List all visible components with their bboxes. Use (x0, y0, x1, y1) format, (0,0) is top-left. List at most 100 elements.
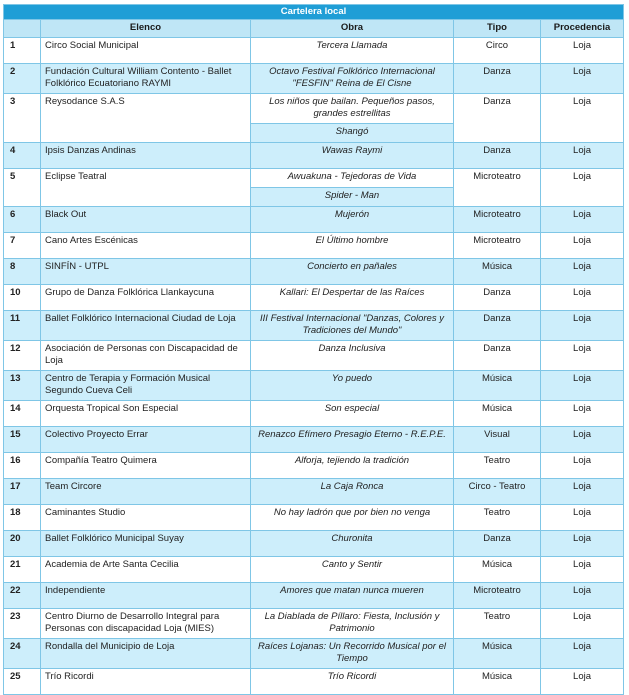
row-number: 8 (3, 258, 41, 285)
tipo-cell: Danza (453, 340, 541, 371)
obra-cell: Awuakuna - Tejedoras de Vida Spider - Man (250, 168, 454, 207)
obra-title: Mujerón (251, 207, 453, 225)
elenco-cell: Independiente (40, 582, 251, 609)
obra-title: Raíces Lojanas: Un Recorrido Musical por… (251, 639, 453, 668)
elenco-cell: Colectivo Proyecto Errar (40, 426, 251, 453)
tipo-cell: Teatro (453, 504, 541, 531)
obra-cell: El Último hombre (250, 232, 454, 259)
obra-title: Shangó (251, 123, 453, 142)
table-row: 3 Reysodance S.A.S Los niños que bailan. P… (3, 93, 625, 143)
procedencia-cell: Loja (539, 556, 625, 583)
row-number: 25 (3, 668, 41, 695)
table-row: 18 Caminantes Studio No hay ladrón que por… (3, 504, 625, 531)
elenco-cell: Centro de Terapia y Formación Musical Se… (40, 370, 251, 401)
row-number: 24 (3, 638, 41, 669)
table-row: 11 Ballet Folklórico Internacional Ciudad… (3, 310, 625, 341)
tipo-cell: Teatro (453, 608, 541, 639)
table-row: 6 Black Out Mujerón Microteatro Loja (3, 206, 625, 233)
obra-title: Trío Ricordi (251, 669, 453, 687)
row-number: 20 (3, 530, 41, 557)
row-number: 17 (3, 478, 41, 505)
procedencia-cell: Loja (539, 426, 625, 453)
obra-title: Concierto en pañales (251, 259, 453, 277)
tipo-cell: Música (453, 668, 541, 695)
row-number: 5 (3, 168, 41, 207)
elenco-cell: Centro Diurno de Desarrollo Integral par… (40, 608, 251, 639)
obra-title: No hay ladrón que por bien no venga (251, 505, 453, 523)
obra-cell: Renazco Efímero Presagio Eterno - R.E.P.… (250, 426, 454, 453)
obra-cell: Los niños que bailan. Pequeños pasos, gr… (250, 93, 454, 143)
procedencia-cell: Loja (539, 63, 625, 94)
obra-title: Tercera Llamada (251, 38, 453, 56)
tipo-cell: Danza (453, 284, 541, 311)
obra-title: Kallari: El Despertar de las Raíces (251, 285, 453, 303)
row-number: 21 (3, 556, 41, 583)
tipo-cell: Microteatro (453, 582, 541, 609)
obra-title: Amores que matan nunca mueren (251, 583, 453, 601)
tipo-cell: Circo - Teatro (453, 478, 541, 505)
obra-cell: Amores que matan nunca mueren (250, 582, 454, 609)
row-number: 13 (3, 370, 41, 401)
elenco-cell: Black Out (40, 206, 251, 233)
elenco-cell: Circo Social Municipal (40, 37, 251, 64)
row-number: 3 (3, 93, 41, 143)
obra-title: Churonita (251, 531, 453, 549)
tipo-cell: Microteatro (453, 168, 541, 207)
obra-cell: Churonita (250, 530, 454, 557)
obra-title: Los niños que bailan. Pequeños pasos, gr… (251, 94, 453, 123)
procedencia-cell: Loja (539, 582, 625, 609)
procedencia-cell: Loja (539, 310, 625, 341)
table-row: 5 Eclipse Teatral Awuakuna - Tejedoras de … (3, 168, 625, 207)
obra-title: III Festival Internacional "Danzas, Colo… (251, 311, 453, 340)
elenco-cell: Ballet Folklórico Municipal Suyay (40, 530, 251, 557)
procedencia-cell: Loja (539, 284, 625, 311)
table-row: 15 Colectivo Proyecto Errar Renazco Efímer… (3, 426, 625, 453)
obra-title: Renazco Efímero Presagio Eterno - R.E.P.… (251, 427, 453, 445)
tipo-cell: Música (453, 400, 541, 427)
elenco-cell: Grupo de Danza Folklórica Llankaycuna (40, 284, 251, 311)
table-row: 12 Asociación de Personas con Discapacida… (3, 340, 625, 371)
elenco-cell: Team Circore (40, 478, 251, 505)
obra-title: Octavo Festival Folklórico Internacional… (251, 64, 453, 93)
table-row: 8 SINFÍN - UTPL Concierto en pañales Música… (3, 258, 625, 285)
obra-cell: Son especial (250, 400, 454, 427)
elenco-cell: Asociación de Personas con Discapacidad … (40, 340, 251, 371)
header-cell: Procedencia (539, 19, 625, 38)
elenco-cell: Ballet Folklórico Internacional Ciudad d… (40, 310, 251, 341)
row-number: 1 (3, 37, 41, 64)
tipo-cell: Música (453, 370, 541, 401)
elenco-cell: Orquesta Tropical Son Especial (40, 400, 251, 427)
obra-cell: Yo puedo (250, 370, 454, 401)
tipo-cell: Danza (453, 310, 541, 341)
procedencia-cell: Loja (539, 142, 625, 169)
procedencia-cell: Loja (539, 370, 625, 401)
procedencia-cell: Loja (539, 206, 625, 233)
obra-title: Son especial (251, 401, 453, 419)
obra-title: Canto y Sentir (251, 557, 453, 575)
obra-cell: Raíces Lojanas: Un Recorrido Musical por… (250, 638, 454, 669)
table-row: 2 Fundación Cultural William Contento - B… (3, 63, 625, 94)
obra-cell: Concierto en pañales (250, 258, 454, 285)
obra-title: Wawas Raymi (251, 143, 453, 161)
header-cell (3, 19, 41, 38)
obra-cell: Trío Ricordi (250, 668, 454, 695)
header-cell: Elenco (40, 19, 251, 38)
row-number: 12 (3, 340, 41, 371)
row-number: 6 (3, 206, 41, 233)
obra-cell: No hay ladrón que por bien no venga (250, 504, 454, 531)
row-number: 2 (3, 63, 41, 94)
table-title: Cartelera local (2, 4, 625, 20)
page: {"table": { "title": "Cartelera local", … (2, 4, 625, 695)
procedencia-cell: Loja (539, 530, 625, 557)
row-number: 14 (3, 400, 41, 427)
obra-title: Spider - Man (251, 187, 453, 206)
elenco-cell: Fundación Cultural William Contento - Ba… (40, 63, 251, 94)
procedencia-cell: Loja (539, 478, 625, 505)
row-number: 23 (3, 608, 41, 639)
row-number: 11 (3, 310, 41, 341)
obra-title: Awuakuna - Tejedoras de Vida (251, 169, 453, 187)
obra-cell: Wawas Raymi (250, 142, 454, 169)
procedencia-cell: Loja (539, 608, 625, 639)
obra-title: La Caja Ronca (251, 479, 453, 497)
obra-title: Yo puedo (251, 371, 453, 389)
